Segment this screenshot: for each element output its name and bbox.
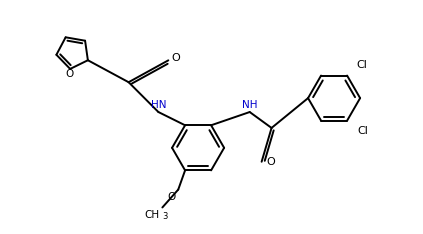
Text: O: O: [266, 157, 275, 167]
Text: CH: CH: [144, 210, 159, 219]
Text: NH: NH: [242, 100, 258, 110]
Text: HN: HN: [151, 100, 166, 110]
Text: O: O: [65, 69, 73, 79]
Text: 3: 3: [163, 212, 168, 222]
Text: Cl: Cl: [356, 60, 367, 70]
Text: O: O: [172, 53, 181, 63]
Text: O: O: [168, 192, 176, 202]
Text: Cl: Cl: [357, 126, 368, 136]
